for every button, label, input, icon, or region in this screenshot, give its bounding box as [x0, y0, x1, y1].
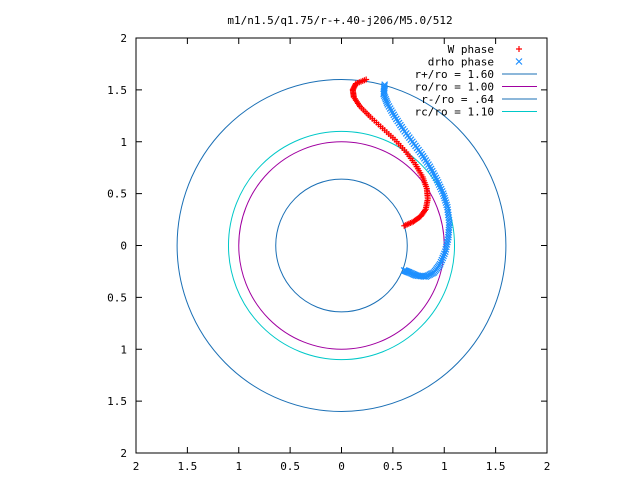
- y-tick-label: 1: [120, 343, 127, 356]
- drho-phase-point: [440, 192, 448, 200]
- legend-label: r+/ro = 1.60: [415, 68, 494, 81]
- x-tick-label: 0: [338, 460, 345, 473]
- drho-phase-point: [437, 258, 445, 266]
- x-tick-label: 1: [235, 460, 242, 473]
- legend-label: rc/ro = 1.10: [415, 106, 494, 119]
- circle-5: [227, 130, 456, 361]
- legend-label: W phase: [448, 43, 494, 56]
- drho-phase-point: [441, 194, 449, 202]
- x-tick-label: 0.5: [280, 460, 300, 473]
- y-tick-label: 0: [120, 240, 127, 253]
- legend-label: r-/ro = .64: [421, 93, 494, 106]
- legend-swatch: [515, 58, 523, 65]
- chart-title: m1/n1.5/q1.75/r-+.40-j206/M5.0/512: [227, 14, 452, 27]
- x-tick-label: 1.5: [177, 460, 197, 473]
- circle-2: [176, 79, 507, 412]
- y-axis: 2 1.5 1 0.5 0 0.5 1 1.5 2: [107, 32, 547, 460]
- x-tick-label: 1.5: [486, 460, 506, 473]
- drho-phase-point: [442, 245, 450, 253]
- y-tick-label: 1.5: [107, 395, 127, 408]
- drho-phase-point: [439, 254, 447, 262]
- x-tick-label: 2: [133, 460, 140, 473]
- phase-points: [349, 76, 453, 281]
- circle-4: [275, 178, 408, 313]
- drho-phase-point: [383, 99, 391, 107]
- drho-phase-point: [441, 196, 449, 204]
- x-axis: 2 1.5 1 0.5 0 0.5 1 1.5 2: [133, 38, 551, 473]
- drho-phase-point: [441, 248, 449, 256]
- y-tick-label: 2: [120, 32, 127, 45]
- drho-phase-point: [400, 266, 408, 274]
- x-tick-label: 2: [544, 460, 551, 473]
- legend-swatch: [516, 46, 522, 52]
- drho-phase-point: [440, 250, 448, 258]
- w-phase-point: [401, 222, 408, 229]
- drho-phase-point: [439, 190, 447, 198]
- drho-phase-point: [440, 252, 447, 260]
- y-tick-label: 1.5: [107, 84, 127, 97]
- reference-circles: [176, 79, 507, 412]
- legend-label: ro/ro = 1.00: [415, 81, 494, 94]
- y-tick-label: 0.5: [107, 188, 127, 201]
- drho-phase-point: [438, 256, 446, 264]
- x-tick-label: 0.5: [383, 460, 403, 473]
- y-tick-label: 1: [120, 136, 127, 149]
- legend-label: drho phase: [428, 56, 494, 69]
- y-tick-label: 0.5: [107, 291, 127, 304]
- x-tick-label: 1: [441, 460, 448, 473]
- drho-phase-point: [442, 199, 450, 207]
- y-tick-label: 2: [120, 447, 127, 460]
- circle-3: [238, 141, 445, 350]
